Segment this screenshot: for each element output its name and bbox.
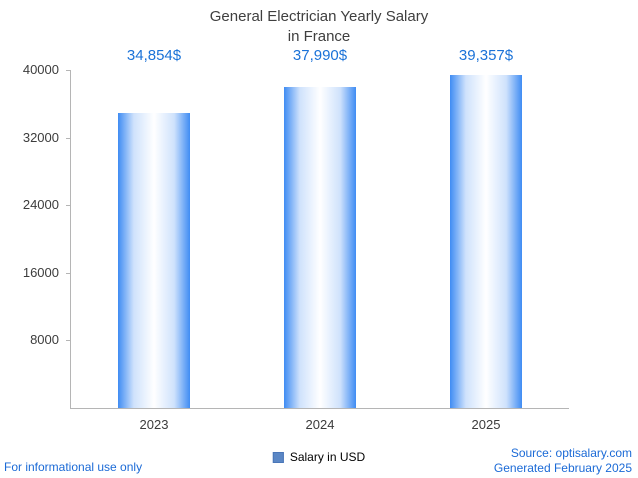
generated-date: Generated February 2025: [493, 461, 632, 475]
x-axis-label: 2023: [139, 417, 169, 432]
bar: [450, 75, 522, 408]
disclaimer-text: For informational use only: [4, 460, 143, 474]
y-tick-label: 24000: [22, 197, 59, 213]
legend: Salary in USD: [272, 450, 366, 464]
bar-value-label: 37,990$: [292, 47, 348, 64]
y-tick-mark: [66, 137, 71, 139]
x-axis-label: 2024: [305, 417, 335, 432]
chart-title: General Electrician Yearly Salary in Fra…: [0, 7, 638, 48]
x-axis-label: 2025: [471, 417, 501, 432]
source-link[interactable]: Source: optisalary.com: [510, 446, 632, 460]
y-tick-mark: [66, 70, 71, 71]
legend-swatch-icon: [272, 451, 284, 463]
bar: [118, 113, 190, 408]
bar-value-label: 39,357$: [458, 47, 514, 64]
y-tick-label: 8000: [30, 332, 59, 348]
bar: [284, 87, 356, 408]
y-tick-label: 16000: [22, 264, 59, 280]
y-tick-label: 40000: [22, 62, 59, 77]
y-tick-label: 32000: [22, 129, 59, 145]
plot-area: 8000 16000 24000 32000 40000 34,854$ 2023 37,99…: [23, 47, 569, 432]
chart-title-line1: General Electrician Yearly Salary: [209, 8, 429, 25]
footer-source-block: Source: optisalary.com Generated Februar…: [494, 446, 632, 476]
y-tick-mark: [66, 205, 71, 207]
y-tick-mark: [66, 272, 71, 274]
legend-label: Salary in USD: [289, 450, 366, 464]
chart-title-line2: in France: [287, 28, 351, 46]
y-tick-mark: [66, 340, 71, 342]
bar-value-label: 34,854$: [126, 47, 182, 64]
